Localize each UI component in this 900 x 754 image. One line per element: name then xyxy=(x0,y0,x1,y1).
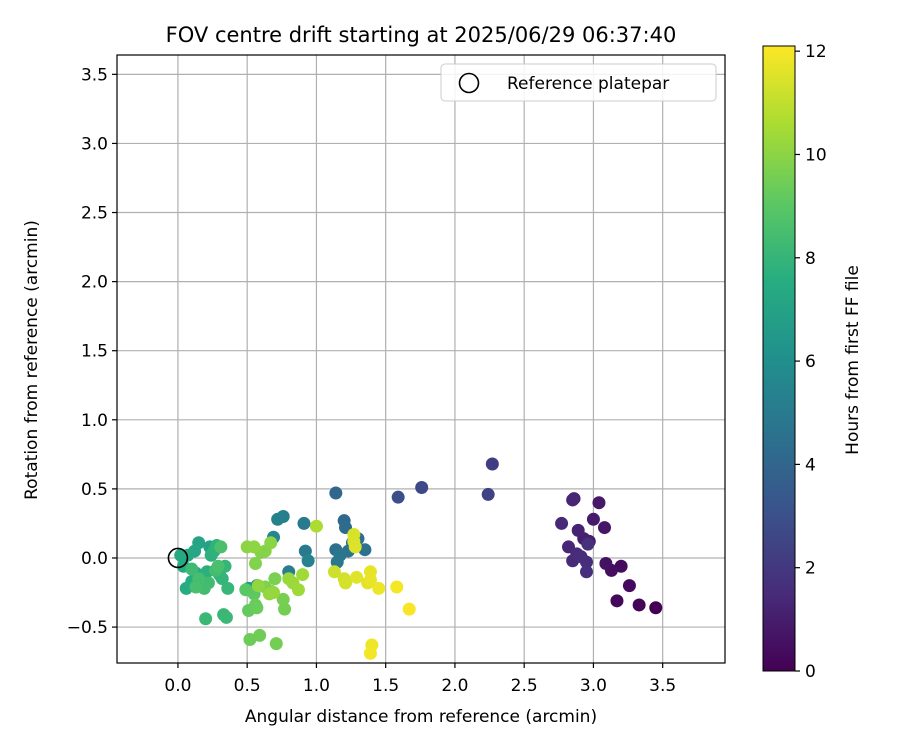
data-point xyxy=(599,557,613,571)
data-point xyxy=(243,633,257,647)
data-point xyxy=(267,586,281,600)
y-axis-label: Rotation from reference (arcmin) xyxy=(22,220,42,500)
data-point xyxy=(390,580,404,594)
y-tick-label: 0.5 xyxy=(81,480,108,500)
y-tick-label: −0.5 xyxy=(67,618,108,638)
colorbar-gradient xyxy=(762,45,796,672)
data-point xyxy=(586,512,600,526)
data-point xyxy=(581,537,595,551)
colorbar-tick-label: 10 xyxy=(805,145,827,165)
data-point xyxy=(248,557,262,571)
data-point xyxy=(329,486,343,500)
data-point xyxy=(199,612,213,626)
data-point xyxy=(555,516,569,530)
y-tick-label: 2.5 xyxy=(81,204,108,224)
colorbar-tick-label: 2 xyxy=(805,559,816,579)
colorbar-tick-label: 12 xyxy=(805,42,827,62)
chart-title: FOV centre drift starting at 2025/06/29 … xyxy=(166,23,677,47)
data-point xyxy=(614,559,628,573)
x-tick-label: 3.0 xyxy=(580,676,607,696)
colorbar-tick-label: 8 xyxy=(805,249,816,269)
data-point xyxy=(309,519,323,533)
data-point xyxy=(580,565,594,579)
x-tick-label: 0.5 xyxy=(234,676,261,696)
data-point xyxy=(276,592,290,606)
data-point xyxy=(214,540,228,554)
data-point xyxy=(592,496,606,510)
reference-platepar-legend-marker xyxy=(458,72,480,94)
y-tick-label: 3.0 xyxy=(81,134,108,154)
y-tick-label: 1.0 xyxy=(81,411,108,431)
grid-lines xyxy=(117,55,725,663)
data-point xyxy=(297,516,311,530)
colorbar-label: Hours from first FF file xyxy=(843,265,863,455)
colorbar-tick-label: 0 xyxy=(805,662,816,682)
colorbar-tick-label: 6 xyxy=(805,352,816,372)
plot-frame xyxy=(116,54,726,664)
data-point xyxy=(348,540,362,554)
data-point xyxy=(253,628,267,642)
data-point xyxy=(296,568,310,582)
data-point xyxy=(174,548,188,562)
data-point xyxy=(632,598,646,612)
colorbar: 0 2 4 6 8 10 12 xyxy=(762,42,827,682)
data-point xyxy=(185,562,199,576)
data-point xyxy=(580,555,594,569)
axis-ticks: 0.0 0.5 1.0 1.5 2.0 2.5 3.0 3.5 −0.5 0.0 0.5 1.0 1.5… xyxy=(67,65,676,696)
x-tick-label: 1.0 xyxy=(303,676,330,696)
data-point xyxy=(327,565,341,579)
data-point xyxy=(649,601,663,615)
data-point xyxy=(485,457,499,471)
colorbar-ticks: 0 2 4 6 8 10 12 xyxy=(795,42,827,682)
data-point xyxy=(291,583,305,597)
data-point xyxy=(221,581,235,595)
y-tick-label: 1.5 xyxy=(81,342,108,362)
y-tick-label: 0.0 xyxy=(81,549,108,569)
data-point xyxy=(211,559,225,573)
x-axis-label: Angular distance from reference (arcmin) xyxy=(245,707,597,727)
data-point xyxy=(268,572,282,586)
data-point xyxy=(571,523,585,537)
data-point xyxy=(372,581,386,595)
data-point xyxy=(363,573,377,587)
data-point xyxy=(566,493,580,507)
data-point xyxy=(622,579,636,593)
legend-entry-label: Reference platepar xyxy=(507,74,669,94)
data-point xyxy=(278,602,292,616)
x-tick-label: 2.5 xyxy=(511,676,538,696)
x-tick-label: 1.5 xyxy=(372,676,399,696)
data-point xyxy=(301,554,315,568)
data-point xyxy=(402,602,416,616)
x-tick-label: 0.0 xyxy=(164,676,191,696)
data-point xyxy=(219,610,233,624)
data-point xyxy=(610,594,624,608)
x-tick-label: 3.5 xyxy=(649,676,676,696)
data-point xyxy=(269,637,283,651)
data-point xyxy=(271,512,285,526)
data-point xyxy=(250,601,264,615)
data-point xyxy=(247,540,261,554)
x-tick-label: 2.0 xyxy=(441,676,468,696)
data-point xyxy=(415,481,429,495)
data-point xyxy=(350,570,364,584)
data-point xyxy=(251,579,265,593)
y-tick-label: 3.5 xyxy=(81,65,108,85)
data-point xyxy=(339,576,353,590)
data-point xyxy=(264,536,278,550)
y-tick-label: 2.0 xyxy=(81,273,108,293)
data-point xyxy=(189,580,203,594)
legend-box xyxy=(440,63,717,102)
data-point xyxy=(481,487,495,501)
data-point xyxy=(363,646,377,660)
data-point xyxy=(391,490,405,504)
reference-platepar-marker xyxy=(167,547,189,569)
data-point xyxy=(598,521,612,535)
colorbar-tick-label: 4 xyxy=(805,455,816,475)
data-points xyxy=(167,457,663,660)
legend: Reference platepar xyxy=(440,63,717,102)
